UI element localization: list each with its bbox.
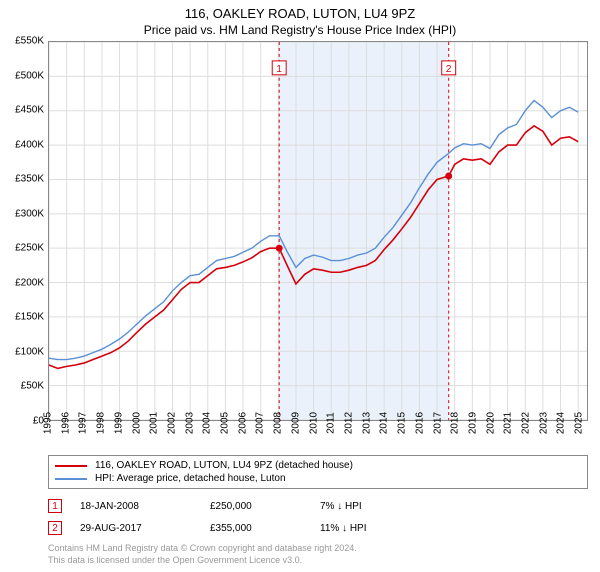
sale-price: £250,000 xyxy=(210,501,320,512)
x-tick-label: 2012 xyxy=(343,412,354,434)
x-tick-label: 2010 xyxy=(308,412,319,434)
plot-area: 12 xyxy=(48,41,588,421)
x-tick-label: 2011 xyxy=(326,412,337,434)
footer-line-2: This data is licensed under the Open Gov… xyxy=(48,555,588,567)
y-tick-label: £50K xyxy=(21,381,44,392)
x-tick-label: 2007 xyxy=(255,412,266,434)
y-tick-label: £300K xyxy=(15,208,44,219)
x-tick-label: 2002 xyxy=(166,412,177,434)
x-tick-label: 2019 xyxy=(467,412,478,434)
sale-date: 29-AUG-2017 xyxy=(80,523,210,534)
y-tick-label: £400K xyxy=(15,139,44,150)
sale-delta: 11% ↓ HPI xyxy=(320,523,367,534)
x-tick-label: 2006 xyxy=(237,412,248,434)
x-tick-label: 2014 xyxy=(379,412,390,434)
x-tick-label: 2016 xyxy=(414,412,425,434)
sale-row: 2 29-AUG-2017£355,00011% ↓ HPI xyxy=(48,517,588,539)
x-tick-label: 2013 xyxy=(361,412,372,434)
chart-subtitle: Price paid vs. HM Land Registry's House … xyxy=(0,21,600,41)
x-axis-labels: 1995199619971998199920002001200220032004… xyxy=(48,421,588,455)
sale-date: 18-JAN-2008 xyxy=(80,501,210,512)
x-tick-label: 1995 xyxy=(43,412,54,434)
sale-marker-icon: 1 xyxy=(48,499,62,513)
x-tick-label: 2005 xyxy=(220,412,231,434)
y-tick-label: £350K xyxy=(15,174,44,185)
x-tick-label: 1996 xyxy=(60,412,71,434)
sale-marker-icon: 2 xyxy=(48,521,62,535)
legend-item: 116, OAKLEY ROAD, LUTON, LU4 9PZ (detach… xyxy=(55,459,581,472)
sale-row: 1 18-JAN-2008£250,0007% ↓ HPI xyxy=(48,495,588,517)
x-tick-label: 2001 xyxy=(149,412,160,434)
y-tick-label: £100K xyxy=(15,346,44,357)
footer-attribution: Contains HM Land Registry data © Crown c… xyxy=(48,543,588,572)
legend-item: HPI: Average price, detached house, Luto… xyxy=(55,472,581,485)
x-tick-label: 1999 xyxy=(113,412,124,434)
x-tick-label: 1997 xyxy=(78,412,89,434)
x-tick-label: 2022 xyxy=(521,412,532,434)
x-tick-label: 2018 xyxy=(450,412,461,434)
x-tick-label: 2024 xyxy=(556,412,567,434)
x-tick-label: 2015 xyxy=(397,412,408,434)
chart-container: 116, OAKLEY ROAD, LUTON, LU4 9PZ Price p… xyxy=(0,0,600,572)
y-tick-label: £500K xyxy=(15,70,44,81)
x-tick-label: 2021 xyxy=(503,412,514,434)
x-tick-label: 2004 xyxy=(202,412,213,434)
x-tick-label: 2003 xyxy=(184,412,195,434)
legend-swatch xyxy=(55,478,87,480)
x-tick-label: 2000 xyxy=(131,412,142,434)
sales-table: 1 18-JAN-2008£250,0007% ↓ HPI 2 29-AUG-2017… xyxy=(48,495,588,539)
x-tick-label: 2008 xyxy=(273,412,284,434)
x-tick-label: 2023 xyxy=(538,412,549,434)
svg-text:2: 2 xyxy=(446,64,452,75)
y-axis-labels: £0£50K£100K£150K£200K£250K£300K£350K£400… xyxy=(0,41,46,421)
svg-text:1: 1 xyxy=(276,64,282,75)
footer-line-1: Contains HM Land Registry data © Crown c… xyxy=(48,543,588,555)
x-tick-label: 2009 xyxy=(290,412,301,434)
y-tick-label: £250K xyxy=(15,243,44,254)
chart-title-address: 116, OAKLEY ROAD, LUTON, LU4 9PZ xyxy=(0,0,600,21)
x-tick-label: 2025 xyxy=(574,412,585,434)
y-tick-label: £200K xyxy=(15,277,44,288)
x-tick-label: 1998 xyxy=(96,412,107,434)
legend: 116, OAKLEY ROAD, LUTON, LU4 9PZ (detach… xyxy=(48,455,588,489)
y-tick-label: £550K xyxy=(15,36,44,47)
sale-price: £355,000 xyxy=(210,523,320,534)
y-tick-label: £450K xyxy=(15,105,44,116)
y-tick-label: £150K xyxy=(15,312,44,323)
sale-delta: 7% ↓ HPI xyxy=(320,501,362,512)
legend-label: HPI: Average price, detached house, Luto… xyxy=(95,473,286,484)
x-tick-label: 2017 xyxy=(432,412,443,434)
x-tick-label: 2020 xyxy=(485,412,496,434)
legend-swatch xyxy=(55,465,87,467)
legend-label: 116, OAKLEY ROAD, LUTON, LU4 9PZ (detach… xyxy=(95,460,353,471)
